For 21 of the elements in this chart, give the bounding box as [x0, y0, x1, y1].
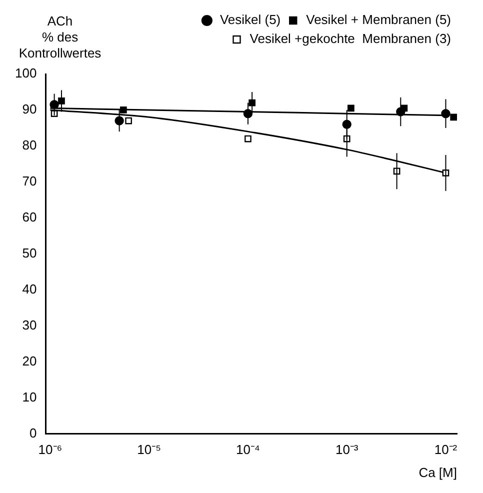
y-tick-label: 0	[29, 425, 37, 440]
y-tick-label: 70	[22, 174, 37, 189]
x-axis-title: Ca [M]	[418, 464, 457, 480]
x-tick-label: 10⁻²	[434, 442, 458, 458]
y-axis-title: ACh % des Kontrollwertes	[18, 14, 102, 61]
x-tick-label: 10⁻³	[335, 442, 359, 458]
legend-label: Vesikel +gekochte Membranen (3)	[250, 31, 452, 46]
legend-label: Vesikel (5)	[220, 12, 281, 28]
y-tick-label: 50	[22, 245, 37, 260]
x-tick-label: 10⁻⁴	[236, 442, 260, 458]
y-tick-label: 30	[22, 317, 37, 332]
y-tick-label: 60	[22, 210, 37, 224]
y-tick-label: 40	[22, 281, 37, 296]
x-tick-label: 10⁻⁶	[38, 442, 62, 458]
x-tick-label: 10⁻⁵	[137, 442, 162, 458]
legend-label: Vesikel + Membranen (5)	[306, 12, 451, 28]
y-tick-label: 10	[22, 389, 37, 404]
y-tick-label: 90	[22, 102, 37, 117]
y-tick-label: 20	[22, 353, 37, 368]
y-tick-label: 100	[14, 66, 37, 81]
y-tick-label: 80	[22, 138, 37, 153]
